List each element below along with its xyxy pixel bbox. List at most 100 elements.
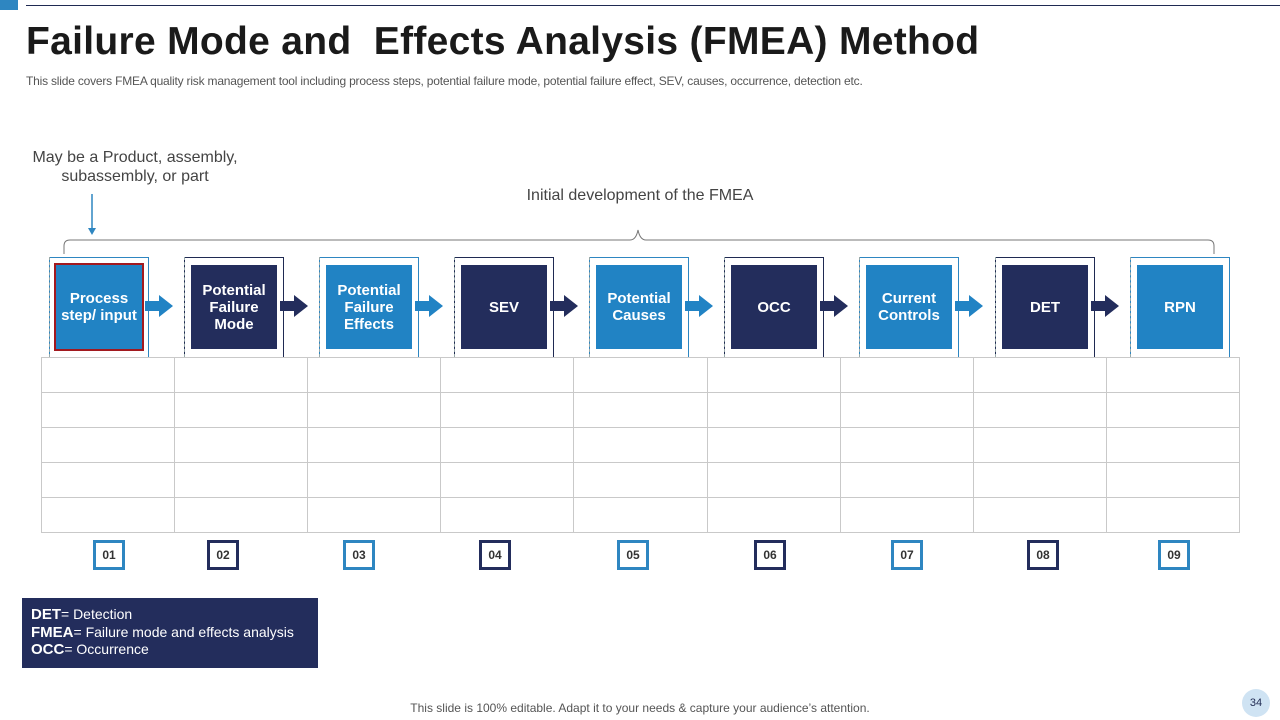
- table-row: [40, 392, 1241, 428]
- step-number-05: 05: [617, 540, 649, 570]
- step-number-04: 04: [479, 540, 511, 570]
- legend-box: DET= Detection FMEA= Failure mode and ef…: [22, 598, 318, 668]
- arrow-right-icon: [145, 295, 173, 317]
- table-cell[interactable]: [839, 497, 974, 533]
- table-cell[interactable]: [573, 392, 708, 428]
- table-cell[interactable]: [839, 392, 974, 428]
- table-cell[interactable]: [40, 497, 176, 533]
- down-arrow-icon: [88, 194, 96, 235]
- table-cell[interactable]: [1105, 462, 1241, 498]
- scope-note: May be a Product, assembly, subassembly,…: [32, 149, 238, 185]
- table-cell[interactable]: [440, 427, 575, 463]
- legend-definition: = Occurrence: [64, 641, 149, 657]
- table-cell[interactable]: [706, 497, 841, 533]
- table-cell[interactable]: [1105, 497, 1241, 533]
- curly-brace: [63, 229, 1215, 254]
- step-process-input: Process step/ input: [49, 257, 173, 357]
- legend-definition: = Detection: [61, 606, 133, 622]
- table-cell[interactable]: [40, 392, 176, 428]
- top-divider: [26, 5, 1280, 6]
- arrow-right-icon: [280, 295, 308, 317]
- legend-term: FMEA: [31, 623, 74, 641]
- legend-row-occ: OCC= Occurrence: [31, 641, 309, 659]
- table-cell[interactable]: [839, 462, 974, 498]
- table-cell[interactable]: [307, 462, 442, 498]
- step-number-03: 03: [343, 540, 375, 570]
- table-cell[interactable]: [174, 497, 309, 533]
- table-cell[interactable]: [40, 462, 176, 498]
- table-cell[interactable]: [839, 427, 974, 463]
- table-cell[interactable]: [839, 357, 974, 393]
- step-number-01: 01: [93, 540, 125, 570]
- table-cell[interactable]: [174, 427, 309, 463]
- footer-note: This slide is 100% editable. Adapt it to…: [410, 701, 870, 715]
- table-cell[interactable]: [307, 357, 442, 393]
- step-box[interactable]: OCC: [731, 265, 817, 349]
- table-row: [40, 497, 1241, 533]
- legend-row-fmea: FMEA= Failure mode and effects analysis: [31, 624, 309, 642]
- legend-term: DET: [31, 606, 61, 623]
- table-cell[interactable]: [440, 462, 575, 498]
- table-cell[interactable]: [307, 497, 442, 533]
- table-cell[interactable]: [1105, 357, 1241, 393]
- table-cell[interactable]: [440, 357, 575, 393]
- table-row: [40, 462, 1241, 498]
- step-box[interactable]: DET: [1002, 265, 1088, 349]
- table-cell[interactable]: [972, 462, 1107, 498]
- step-potential-causes: Potential Causes: [589, 257, 713, 357]
- step-box[interactable]: Potential Causes: [596, 265, 682, 349]
- step-number-07: 07: [891, 540, 923, 570]
- step-frame: [1130, 257, 1230, 357]
- step-occ: OCC: [724, 257, 848, 357]
- arrow-right-icon: [955, 295, 983, 317]
- arrow-right-icon: [415, 295, 443, 317]
- step-box[interactable]: RPN: [1137, 265, 1223, 349]
- table-cell[interactable]: [706, 462, 841, 498]
- table-cell[interactable]: [706, 392, 841, 428]
- step-potential-failure-effects: Potential Failure Effects: [319, 257, 443, 357]
- table-cell[interactable]: [174, 392, 309, 428]
- table-cell[interactable]: [573, 357, 708, 393]
- table-cell[interactable]: [706, 357, 841, 393]
- slide-title: Failure Mode and Effects Analysis (FMEA)…: [26, 20, 980, 63]
- step-det: DET: [995, 257, 1119, 357]
- step-box[interactable]: Current Controls: [866, 265, 952, 349]
- table-cell[interactable]: [1105, 427, 1241, 463]
- table-cell[interactable]: [573, 427, 708, 463]
- table-cell[interactable]: [40, 427, 176, 463]
- table-cell[interactable]: [307, 392, 442, 428]
- corner-accent: [0, 0, 18, 10]
- arrow-right-icon: [685, 295, 713, 317]
- table-cell[interactable]: [174, 462, 309, 498]
- step-rpn: RPN: [1130, 257, 1230, 357]
- step-number-09: 09: [1158, 540, 1190, 570]
- step-box[interactable]: Process step/ input: [54, 263, 144, 351]
- table-cell[interactable]: [174, 357, 309, 393]
- step-current-controls: Current Controls: [859, 257, 983, 357]
- arrow-right-icon: [1091, 295, 1119, 317]
- slide-subtitle: This slide covers FMEA quality risk mana…: [26, 74, 863, 88]
- step-number-02: 02: [207, 540, 239, 570]
- table-cell[interactable]: [972, 392, 1107, 428]
- table-cell[interactable]: [972, 357, 1107, 393]
- table-cell[interactable]: [972, 497, 1107, 533]
- brace-label: Initial development of the FMEA: [526, 187, 754, 204]
- table-row: [40, 427, 1241, 463]
- step-box[interactable]: SEV: [461, 265, 547, 349]
- step-box[interactable]: Potential Failure Mode: [191, 265, 277, 349]
- table-cell[interactable]: [573, 462, 708, 498]
- page-number: 34: [1242, 689, 1270, 717]
- table-cell[interactable]: [307, 427, 442, 463]
- legend-definition: = Failure mode and effects analysis: [73, 623, 294, 640]
- table-cell[interactable]: [573, 497, 708, 533]
- table-cell[interactable]: [1105, 392, 1241, 428]
- table-cell[interactable]: [706, 427, 841, 463]
- step-box[interactable]: Potential Failure Effects: [326, 265, 412, 349]
- fmea-grid: [40, 357, 1241, 533]
- step-sev: SEV: [454, 257, 578, 357]
- table-cell[interactable]: [972, 427, 1107, 463]
- arrow-right-icon: [820, 295, 848, 317]
- table-cell[interactable]: [440, 497, 575, 533]
- table-cell[interactable]: [440, 392, 575, 428]
- table-cell[interactable]: [40, 357, 176, 393]
